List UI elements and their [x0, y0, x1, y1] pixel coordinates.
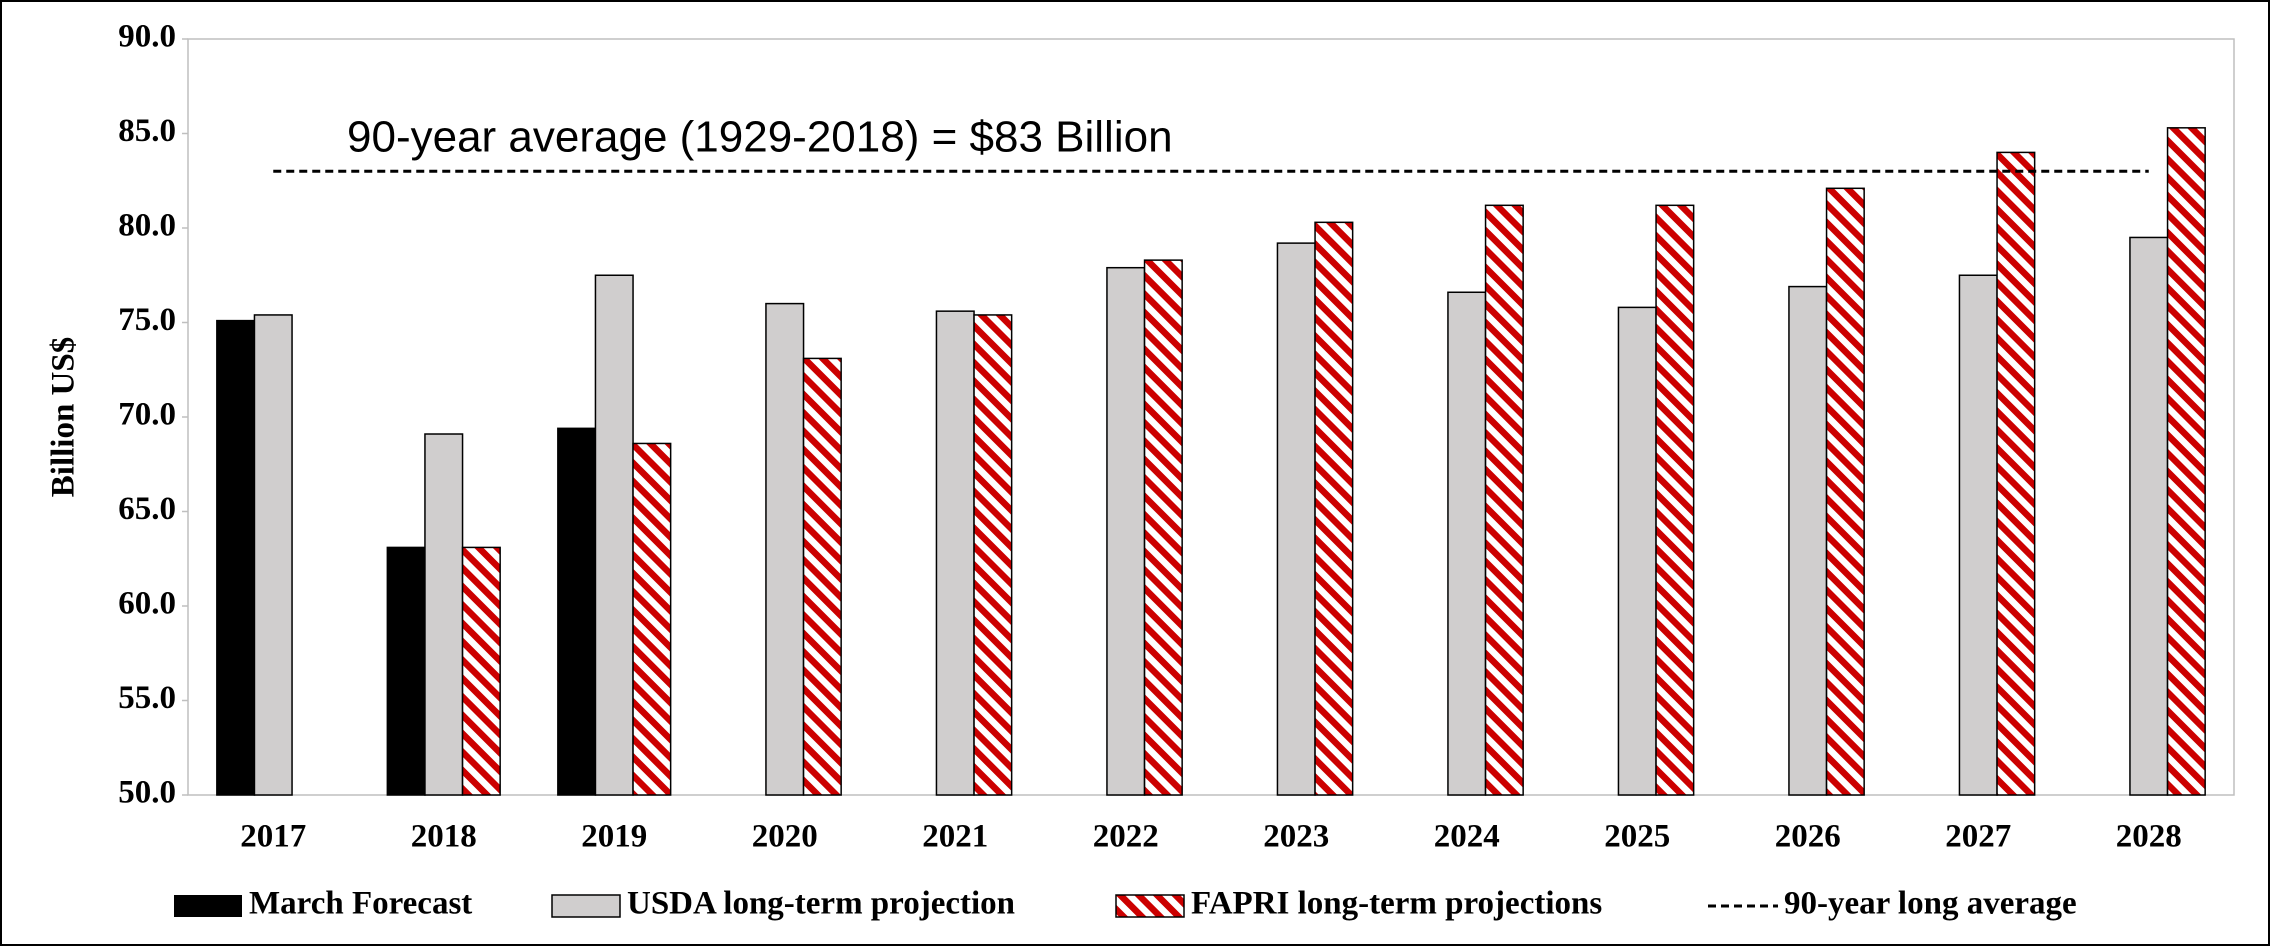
x-tick-label: 2021 [922, 819, 988, 855]
legend-label: USDA long-term projection [627, 886, 1015, 922]
bar [2166, 127, 2206, 796]
bar [1655, 204, 1695, 796]
annotation: 90-year average (1929-2018) = $83 Billio… [347, 113, 1173, 162]
bar [216, 319, 256, 796]
bar [461, 546, 501, 796]
x-tick-label: 2020 [752, 819, 818, 855]
legend-label: 90-year long average [1784, 886, 2077, 922]
bar [1143, 259, 1183, 796]
x-tick-label: 2018 [411, 819, 477, 855]
bar [1825, 187, 1865, 796]
bar [1106, 266, 1146, 796]
x-tick-label: 2017 [240, 819, 306, 855]
y-tick-label: 80.0 [118, 208, 176, 244]
y-tick-label: 85.0 [118, 113, 176, 149]
x-tick-label: 2028 [2116, 819, 2182, 855]
y-axis-label: Billion US$ [46, 337, 82, 497]
bar [424, 433, 464, 796]
legend-swatch [551, 894, 621, 918]
y-tick-label: 70.0 [118, 397, 176, 433]
y-tick-label: 55.0 [118, 680, 176, 716]
bar [253, 314, 293, 796]
y-tick-label: 90.0 [118, 19, 176, 55]
bar [557, 427, 597, 796]
bar [386, 546, 426, 796]
y-tick-label: 60.0 [118, 586, 176, 622]
bar [1276, 242, 1316, 796]
bar [802, 357, 842, 796]
x-tick-label: 2019 [581, 819, 647, 855]
legend-label: FAPRI long-term projections [1191, 886, 1602, 922]
y-tick-label: 50.0 [118, 775, 176, 811]
bar [1788, 285, 1828, 796]
x-tick-label: 2027 [1945, 819, 2011, 855]
bar [2129, 236, 2169, 796]
bar [973, 314, 1013, 796]
bar [1314, 221, 1354, 796]
legend-swatch [1115, 894, 1185, 918]
bar [935, 310, 975, 796]
x-tick-label: 2025 [1604, 819, 1670, 855]
bar [1996, 151, 2036, 796]
legend-swatch [174, 895, 242, 917]
bar [1617, 306, 1657, 796]
x-tick-label: 2026 [1775, 819, 1841, 855]
x-tick-label: 2024 [1434, 819, 1500, 855]
bar [765, 302, 805, 796]
x-tick-label: 2023 [1263, 819, 1329, 855]
bar [1447, 291, 1487, 796]
bar [632, 442, 672, 796]
bar [1484, 204, 1524, 796]
y-tick-label: 75.0 [118, 302, 176, 338]
bar [594, 274, 634, 796]
legend-label: March Forecast [249, 886, 472, 922]
y-tick-label: 65.0 [118, 491, 176, 527]
bar [1958, 274, 1998, 796]
x-tick-label: 2022 [1093, 819, 1159, 855]
